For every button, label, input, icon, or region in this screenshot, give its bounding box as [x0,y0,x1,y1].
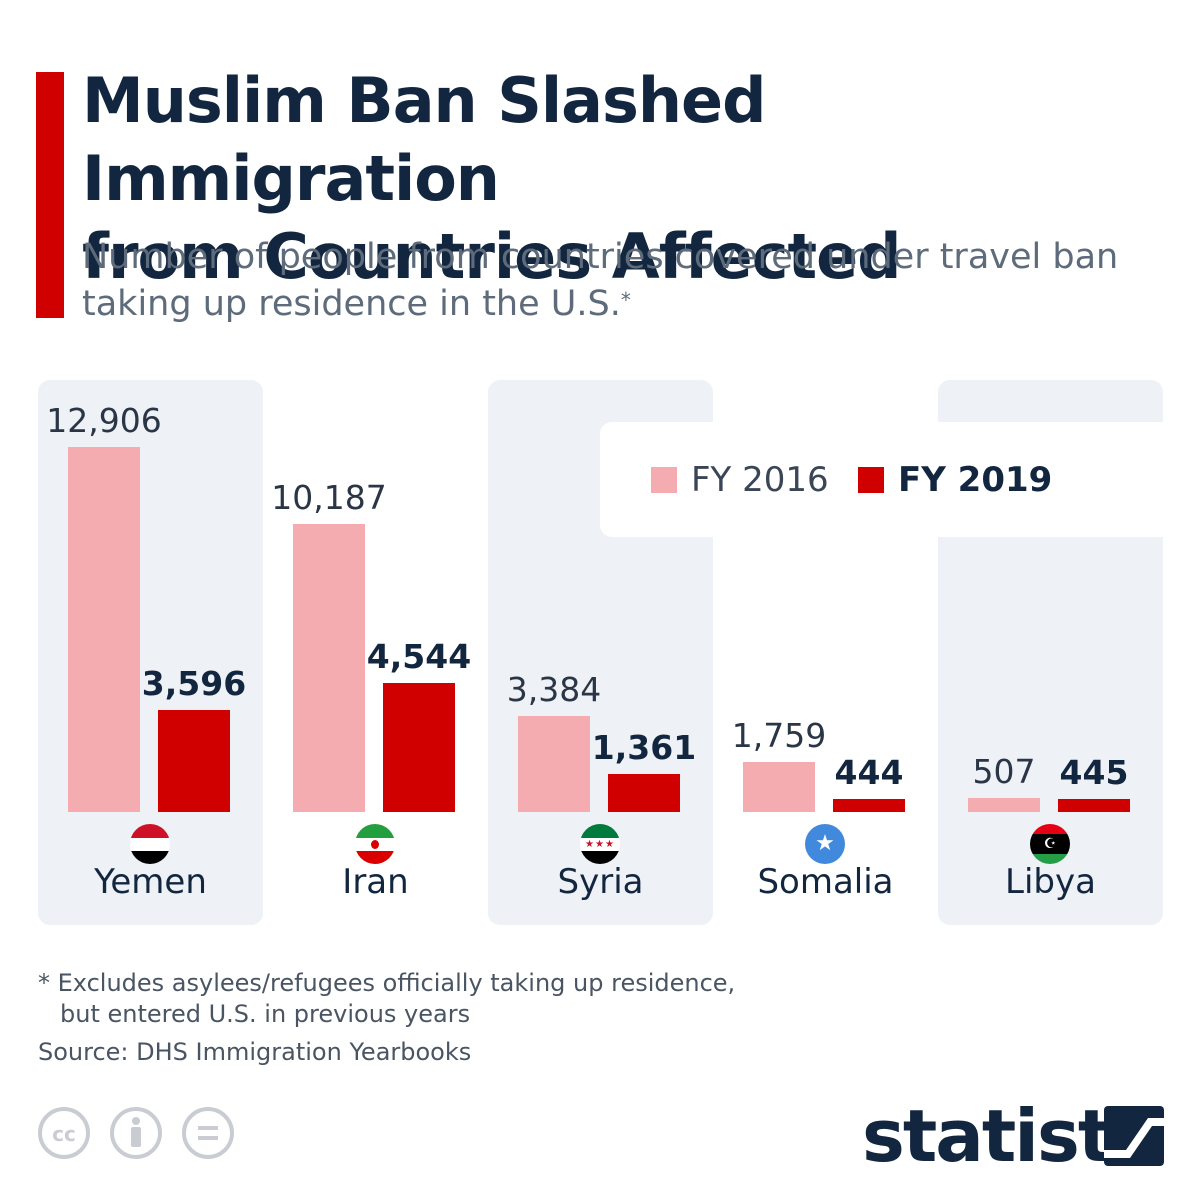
yemen-flag-icon [130,824,170,864]
value-label-iran-fy2016: 10,187 [271,478,387,517]
bar-somalia-fy2016 [743,762,815,812]
footnote: * Excludes asylees/refugees officially t… [38,968,738,1030]
legend-swatch-fy2019 [858,466,884,493]
bar-libya-fy2016 [968,798,1040,812]
attribution-icon[interactable] [109,1106,163,1160]
bar-yemen-fy2016 [68,447,140,812]
bar-yemen-fy2019 [158,710,230,812]
title-line-2: from Countries Affected [82,220,902,293]
iran-flag-icon [355,824,395,864]
syria-flag-icon: ★★★ [580,824,620,864]
somalia-flag-icon: ★ [805,824,845,864]
category-label-libya: Libya [1005,862,1096,902]
category-label-iran: Iran [342,862,409,902]
category-label-syria: Syria [557,862,644,902]
legend-label-fy2016: FY 2016 [691,459,829,500]
legend-swatch-fy2016 [651,466,677,493]
libya-flag-icon: ☪ [1030,824,1070,864]
category-label-somalia: Somalia [757,862,894,902]
subtitle-line-2: taking up residence in the U.S. [82,284,621,324]
value-label-iran-fy2019: 4,544 [366,637,472,676]
bar-syria-fy2016 [518,716,590,812]
value-label-yemen-fy2016: 12,906 [46,401,162,440]
legend-item-fy2019: FY 2019 [858,422,1052,537]
value-label-yemen-fy2019: 3,596 [141,664,247,703]
accent-bar [36,72,64,318]
value-label-syria-fy2019: 1,361 [591,728,697,767]
statista-logo-icon [1104,1106,1164,1166]
value-label-syria-fy2016: 3,384 [506,670,602,709]
no-derivatives-icon[interactable] [181,1106,235,1160]
bar-syria-fy2019 [608,774,680,812]
value-label-somalia-fy2016: 1,759 [731,716,827,755]
bar-iran-fy2016 [293,524,365,812]
footnote-line-1: * Excludes asylees/refugees officially t… [38,969,736,997]
subtitle-footnote-marker: * [620,288,631,312]
legend: FY 2016 FY 2019 [600,422,1200,537]
bar-somalia-fy2019 [833,799,905,812]
source-note: Source: DHS Immigration Yearbooks [38,1038,472,1066]
legend-label-fy2019: FY 2019 [898,459,1053,500]
title-line-1: Muslim Ban Slashed Immigration [82,64,766,215]
value-label-somalia-fy2019: 444 [834,753,904,792]
legend-item-fy2016: FY 2016 [651,422,829,537]
subtitle-line-1: Number of people from countries covered … [82,237,1119,277]
bar-libya-fy2019 [1058,799,1130,812]
cc-icon[interactable]: cc [37,1106,91,1160]
svg-text:cc: cc [52,1122,76,1146]
value-label-libya-fy2016: 507 [972,752,1036,791]
bar-iran-fy2019 [383,683,455,812]
category-label-yemen: Yemen [94,862,207,902]
chart-subtitle: Number of people from countries covered … [82,234,1182,328]
value-label-libya-fy2019: 445 [1059,753,1129,792]
chart-title: Muslim Ban Slashed Immigration from Coun… [82,62,1192,296]
footnote-line-2: but entered U.S. in previous years [60,1000,471,1028]
